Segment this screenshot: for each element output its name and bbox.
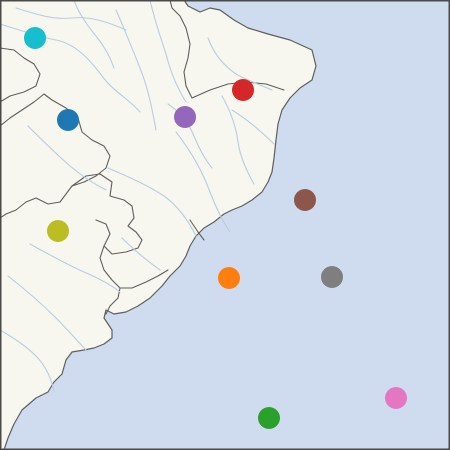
country-border-north: [0, 47, 41, 103]
map-marker-green[interactable]: [258, 407, 280, 429]
country-border-central: [71, 173, 143, 255]
map-marker-purple[interactable]: [174, 106, 196, 128]
river-10: [27, 125, 107, 191]
river-6: [207, 37, 273, 91]
river-7: [221, 95, 255, 185]
markers-layer: [24, 27, 407, 429]
country-border-southern-cone: [99, 245, 169, 315]
map-marker-cyan[interactable]: [24, 27, 46, 49]
river-3: [73, 0, 115, 69]
state-border-coastal: [189, 219, 205, 241]
map-marker-blue[interactable]: [57, 109, 79, 131]
map-marker-brown[interactable]: [294, 189, 316, 211]
river-9: [107, 167, 197, 237]
river-5: [115, 9, 157, 131]
map-marker-gray[interactable]: [321, 266, 343, 288]
river-14: [121, 237, 161, 271]
country-border-west: [0, 93, 111, 203]
country-border-south: [0, 197, 61, 219]
river-12: [7, 275, 89, 353]
river-15: [231, 109, 275, 145]
map-marker-olive[interactable]: [47, 220, 69, 242]
river-2: [15, 7, 127, 31]
map-marker-red[interactable]: [232, 79, 254, 101]
map-marker-pink[interactable]: [385, 387, 407, 409]
map-marker-orange[interactable]: [218, 267, 240, 289]
river-4: [149, 0, 187, 103]
river-11: [29, 243, 121, 293]
river-13: [0, 329, 55, 393]
river-8: [175, 131, 231, 233]
